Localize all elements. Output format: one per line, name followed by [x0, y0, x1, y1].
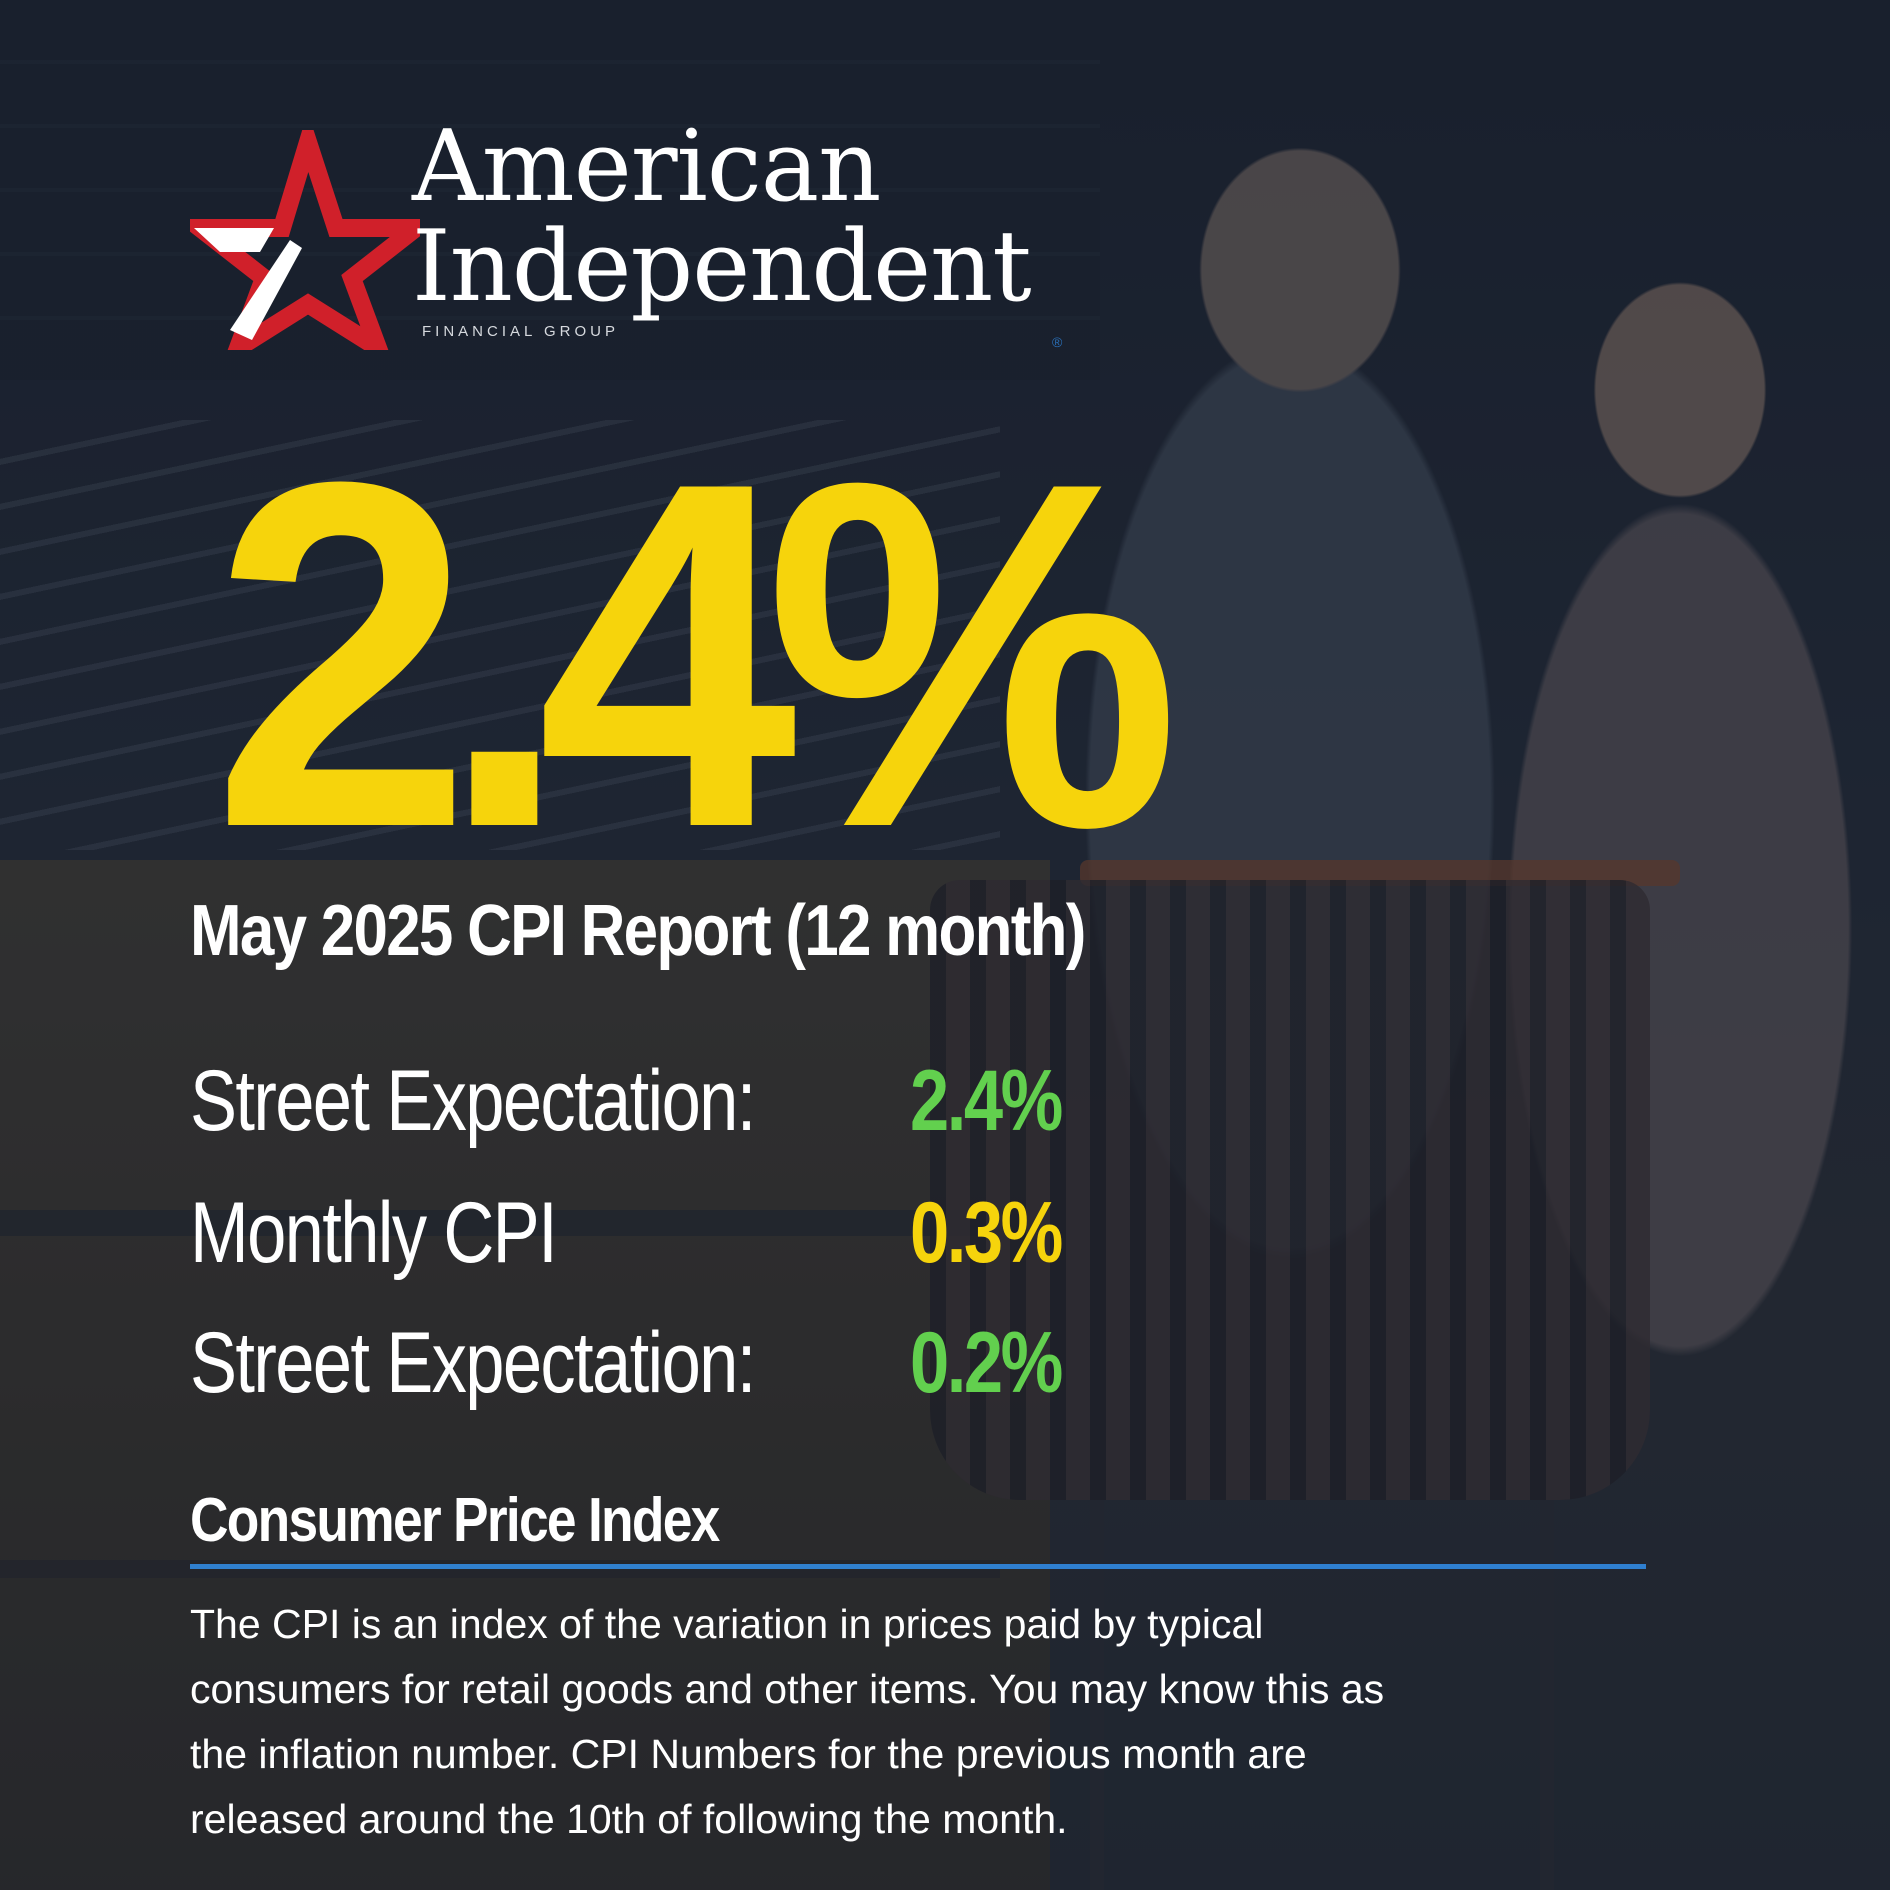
stat-label: Street Expectation: [190, 1315, 756, 1411]
background-counter [0, 860, 1050, 1890]
stat-row: Street Expectation: 2.4% [190, 1058, 1290, 1158]
stat-row: Street Expectation: 0.2% [190, 1320, 1290, 1420]
headline-figure: 2.4% [212, 381, 1180, 930]
logo-wordmark-line1: American [412, 110, 881, 224]
registered-mark: ® [1052, 334, 1063, 350]
stat-value: 2.4% [910, 1053, 1063, 1149]
logo-wordmark-line2: Independent [412, 210, 1032, 324]
stat-value: 0.2% [910, 1315, 1063, 1411]
definition-line: released around the 10th of following th… [190, 1796, 1068, 1842]
report-title: May 2025 CPI Report (12 month) [190, 891, 1086, 971]
background-counter-band [0, 1210, 1000, 1236]
definition-divider [190, 1564, 1646, 1569]
definition-line: consumers for retail goods and other ite… [190, 1666, 1385, 1712]
definition-line: the inflation number. CPI Numbers for th… [190, 1731, 1307, 1777]
stat-label: Monthly CPI [190, 1185, 558, 1281]
background-cart-frame-left [1090, 1500, 1104, 1890]
background-shelf-edges [0, 420, 1000, 850]
stat-value: 0.3% [910, 1185, 1063, 1281]
background-shelves [0, 0, 1100, 380]
stat-row: Monthly CPI 0.3% [190, 1190, 1290, 1290]
star-icon [190, 130, 420, 350]
definition-line: The CPI is an index of the variation in … [190, 1601, 1264, 1647]
definition-heading: Consumer Price Index [190, 1486, 720, 1555]
background-shopping-cart [930, 880, 1650, 1500]
logo-subline: FINANCIAL GROUP [422, 323, 619, 340]
definition-body: The CPI is an index of the variation in … [190, 1592, 1660, 1852]
background-cart-frame-right [1540, 1500, 1554, 1890]
stat-label: Street Expectation: [190, 1053, 756, 1149]
company-logo: American Independent FINANCIAL GROUP ® [190, 110, 1090, 350]
